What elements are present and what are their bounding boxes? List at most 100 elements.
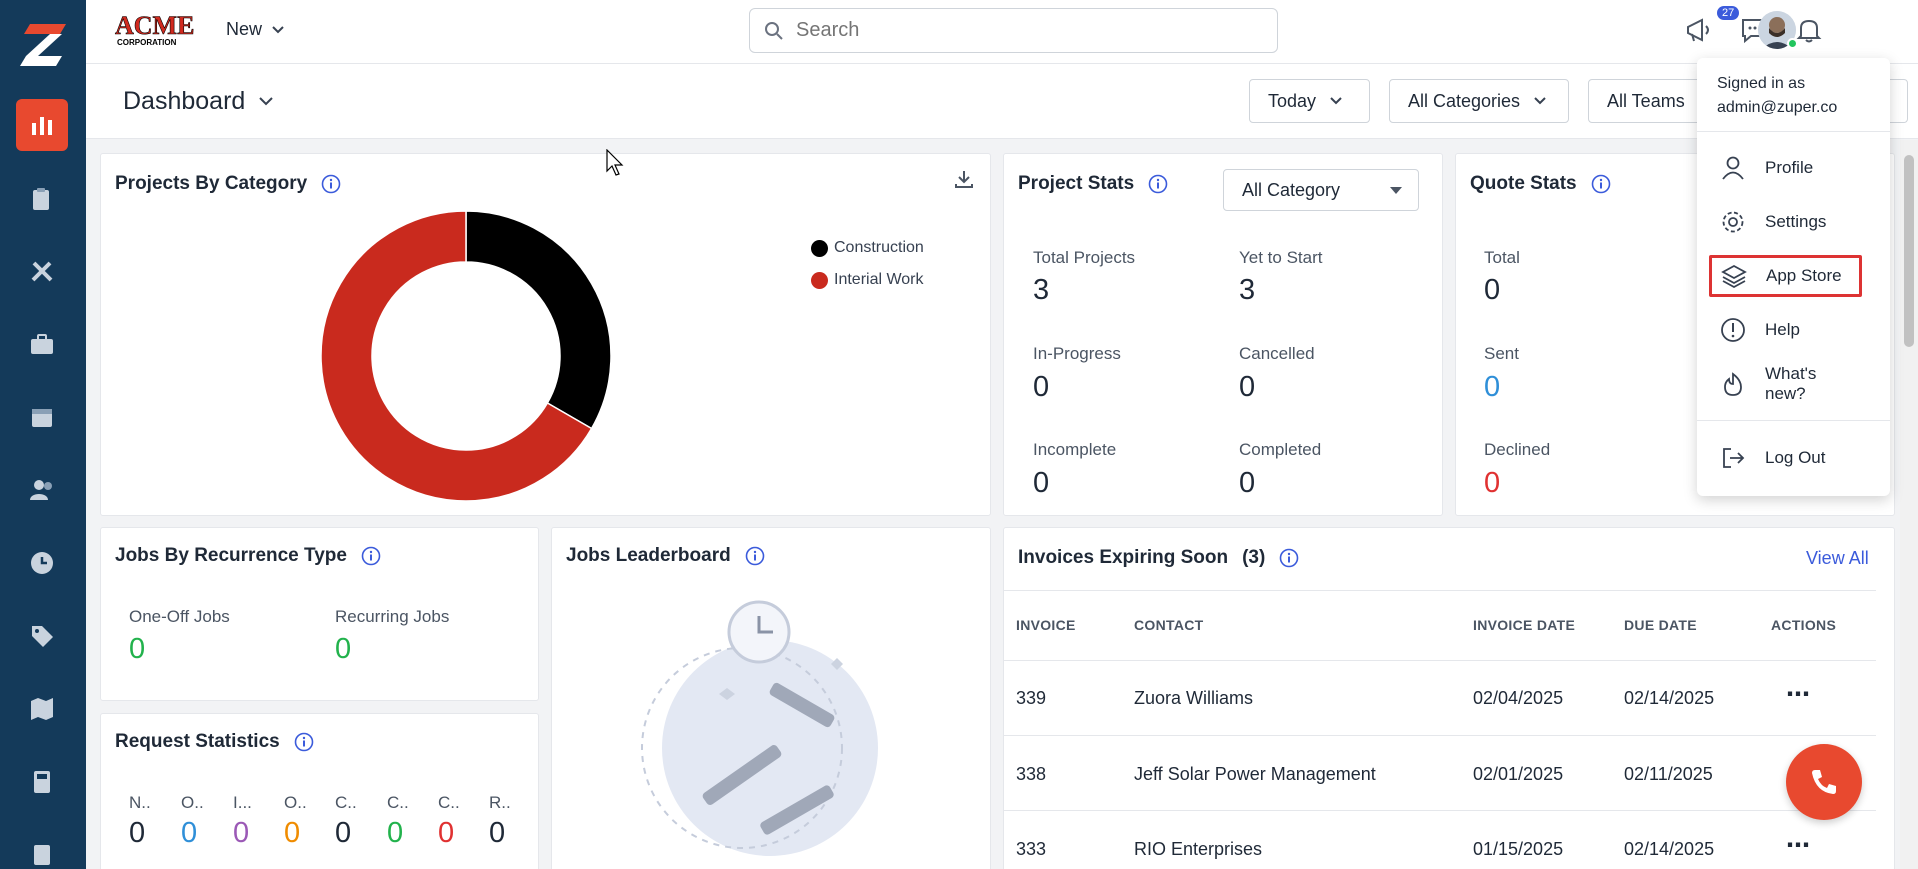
menu-item-log-out[interactable]: Log Out [1711, 437, 1861, 479]
sidebar-item-customers[interactable] [16, 464, 68, 516]
stat-value: 0 [1033, 467, 1050, 499]
gear-icon [1722, 211, 1744, 233]
info-icon[interactable] [294, 732, 314, 752]
info-icon[interactable] [321, 174, 341, 194]
donut-slice-construction[interactable] [465, 210, 612, 430]
menu-item-settings[interactable]: Settings [1711, 201, 1861, 243]
dashboard-header: Dashboard Today All Categories All Teams [86, 64, 1918, 139]
sidebar-item-calculator[interactable] [16, 756, 68, 808]
chevron-down-icon [272, 25, 284, 33]
legend-item-construction[interactable]: Construction [811, 239, 924, 257]
page-title: Dashboard [123, 87, 246, 115]
layers-icon [1721, 264, 1747, 289]
invoice-number[interactable]: 333 [1016, 839, 1047, 859]
column-header[interactable]: INVOICE [1016, 617, 1076, 633]
project-category-select[interactable]: All Category [1223, 169, 1419, 211]
page-scrollbar[interactable] [1900, 140, 1918, 869]
menu-item-whats-new[interactable]: What's new? [1711, 363, 1861, 405]
more-actions-icon[interactable]: ⋯ [1786, 681, 1811, 708]
stat-value: 0 [233, 817, 250, 849]
column-header[interactable]: CONTACT [1134, 617, 1204, 633]
scrollbar-thumb[interactable] [1904, 155, 1914, 347]
signed-in-email: admin@zuper.co [1717, 99, 1838, 116]
sidebar-item-jobs[interactable] [16, 173, 68, 225]
call-button[interactable] [1786, 744, 1862, 820]
invoice-contact[interactable]: Zuora Williams [1134, 688, 1254, 708]
info-icon[interactable] [1148, 174, 1168, 194]
sidebar-item-calendar[interactable] [16, 391, 68, 443]
sidebar-item-pricing[interactable] [16, 610, 68, 662]
stat-label: Total [1484, 248, 1520, 267]
invoices-expiring-card: Invoices Expiring Soon (3) [1003, 527, 1895, 869]
stat-label: Completed [1239, 440, 1322, 459]
stat-label: R.. [489, 793, 511, 812]
table-header-top-border [1004, 590, 1876, 591]
info-icon[interactable] [1591, 174, 1611, 194]
acme-logo[interactable]: ACME CORPORATION [114, 10, 198, 48]
stat-label: In-Progress [1033, 344, 1121, 363]
donut-slice-interial-work[interactable] [320, 210, 593, 502]
category-filter[interactable]: All Categories [1389, 79, 1569, 123]
stat-label: Incomplete [1033, 440, 1117, 459]
info-icon[interactable] [745, 546, 765, 566]
signed-in-info: Signed in as admin@zuper.co [1717, 72, 1837, 120]
column-header[interactable]: DUE DATE [1624, 617, 1697, 633]
search-input[interactable] [796, 19, 1236, 42]
menu-item-help[interactable]: Help [1711, 309, 1861, 351]
row-divider [1004, 810, 1876, 811]
project-stats-title: Project Stats [1018, 173, 1135, 194]
stat-value: 0 [1484, 274, 1501, 306]
invoice-contact[interactable]: RIO Enterprises [1134, 839, 1263, 859]
column-header: ACTIONS [1771, 617, 1837, 633]
zuper-logo-icon[interactable] [16, 18, 70, 72]
request-statistics-card: Request Statistics N.. 0 O.. 0 I... 0 O.… [100, 713, 539, 869]
search-box[interactable] [749, 8, 1278, 53]
sidebar-item-map[interactable] [16, 683, 68, 735]
menu-item-app-store[interactable]: App Store [1709, 255, 1862, 297]
more-actions-icon[interactable]: ⋯ [1786, 832, 1811, 859]
megaphone-icon[interactable] [1684, 14, 1716, 46]
stat-value: 0 [387, 817, 404, 849]
invoice-number[interactable]: 339 [1016, 688, 1047, 708]
invoice-number[interactable]: 338 [1016, 764, 1047, 784]
row-divider [1004, 735, 1876, 736]
sidebar-item-projects[interactable] [16, 318, 68, 370]
legend-item-interial-work[interactable]: Interial Work [811, 271, 924, 289]
user-icon [1722, 156, 1744, 180]
column-header[interactable]: INVOICE DATE [1473, 617, 1576, 633]
bar-chart-icon [32, 117, 52, 135]
project-stats-card: Project Stats Total Projects 3 Yet to St… [1003, 153, 1443, 516]
info-icon[interactable] [361, 546, 381, 566]
bell-icon[interactable] [1793, 14, 1825, 46]
info-icon[interactable] [1279, 548, 1299, 568]
search-icon [765, 21, 783, 40]
sidebar-item-tools[interactable] [16, 245, 68, 297]
invoice-date: 01/15/2025 [1473, 839, 1564, 859]
stat-value: 0 [181, 817, 198, 849]
help-icon [1721, 318, 1745, 342]
sidebar-item-documents[interactable] [16, 829, 68, 869]
stat-label: One-Off Jobs [129, 607, 230, 626]
new-button[interactable]: New [226, 19, 284, 40]
stat-value: 3 [1239, 274, 1256, 306]
whats-new-icon [1724, 372, 1742, 396]
chevron-down-icon [259, 97, 274, 106]
stat-value: 3 [1033, 274, 1050, 306]
date-filter[interactable]: Today [1249, 79, 1370, 123]
menu-item-label: What's new? [1765, 364, 1817, 403]
projects-by-category-card: Projects By Category Construction Interi… [100, 153, 991, 516]
dashboard-selector[interactable]: Dashboard [123, 87, 274, 116]
documents-icon [34, 845, 50, 865]
stat-value: 0 [129, 633, 146, 665]
sidebar-item-timesheet[interactable] [16, 537, 68, 589]
due-date: 02/14/2025 [1624, 688, 1715, 708]
view-all-link[interactable]: View All [1806, 548, 1869, 568]
new-button-label: New [226, 19, 263, 39]
logout-icon [1723, 448, 1745, 468]
menu-item-profile[interactable]: Profile [1711, 147, 1861, 189]
tag-icon [32, 626, 53, 647]
sidebar-item-dashboard[interactable] [16, 99, 68, 151]
download-icon[interactable] [953, 168, 975, 190]
invoice-contact[interactable]: Jeff Solar Power Management [1134, 764, 1376, 784]
menu-divider [1697, 420, 1890, 421]
